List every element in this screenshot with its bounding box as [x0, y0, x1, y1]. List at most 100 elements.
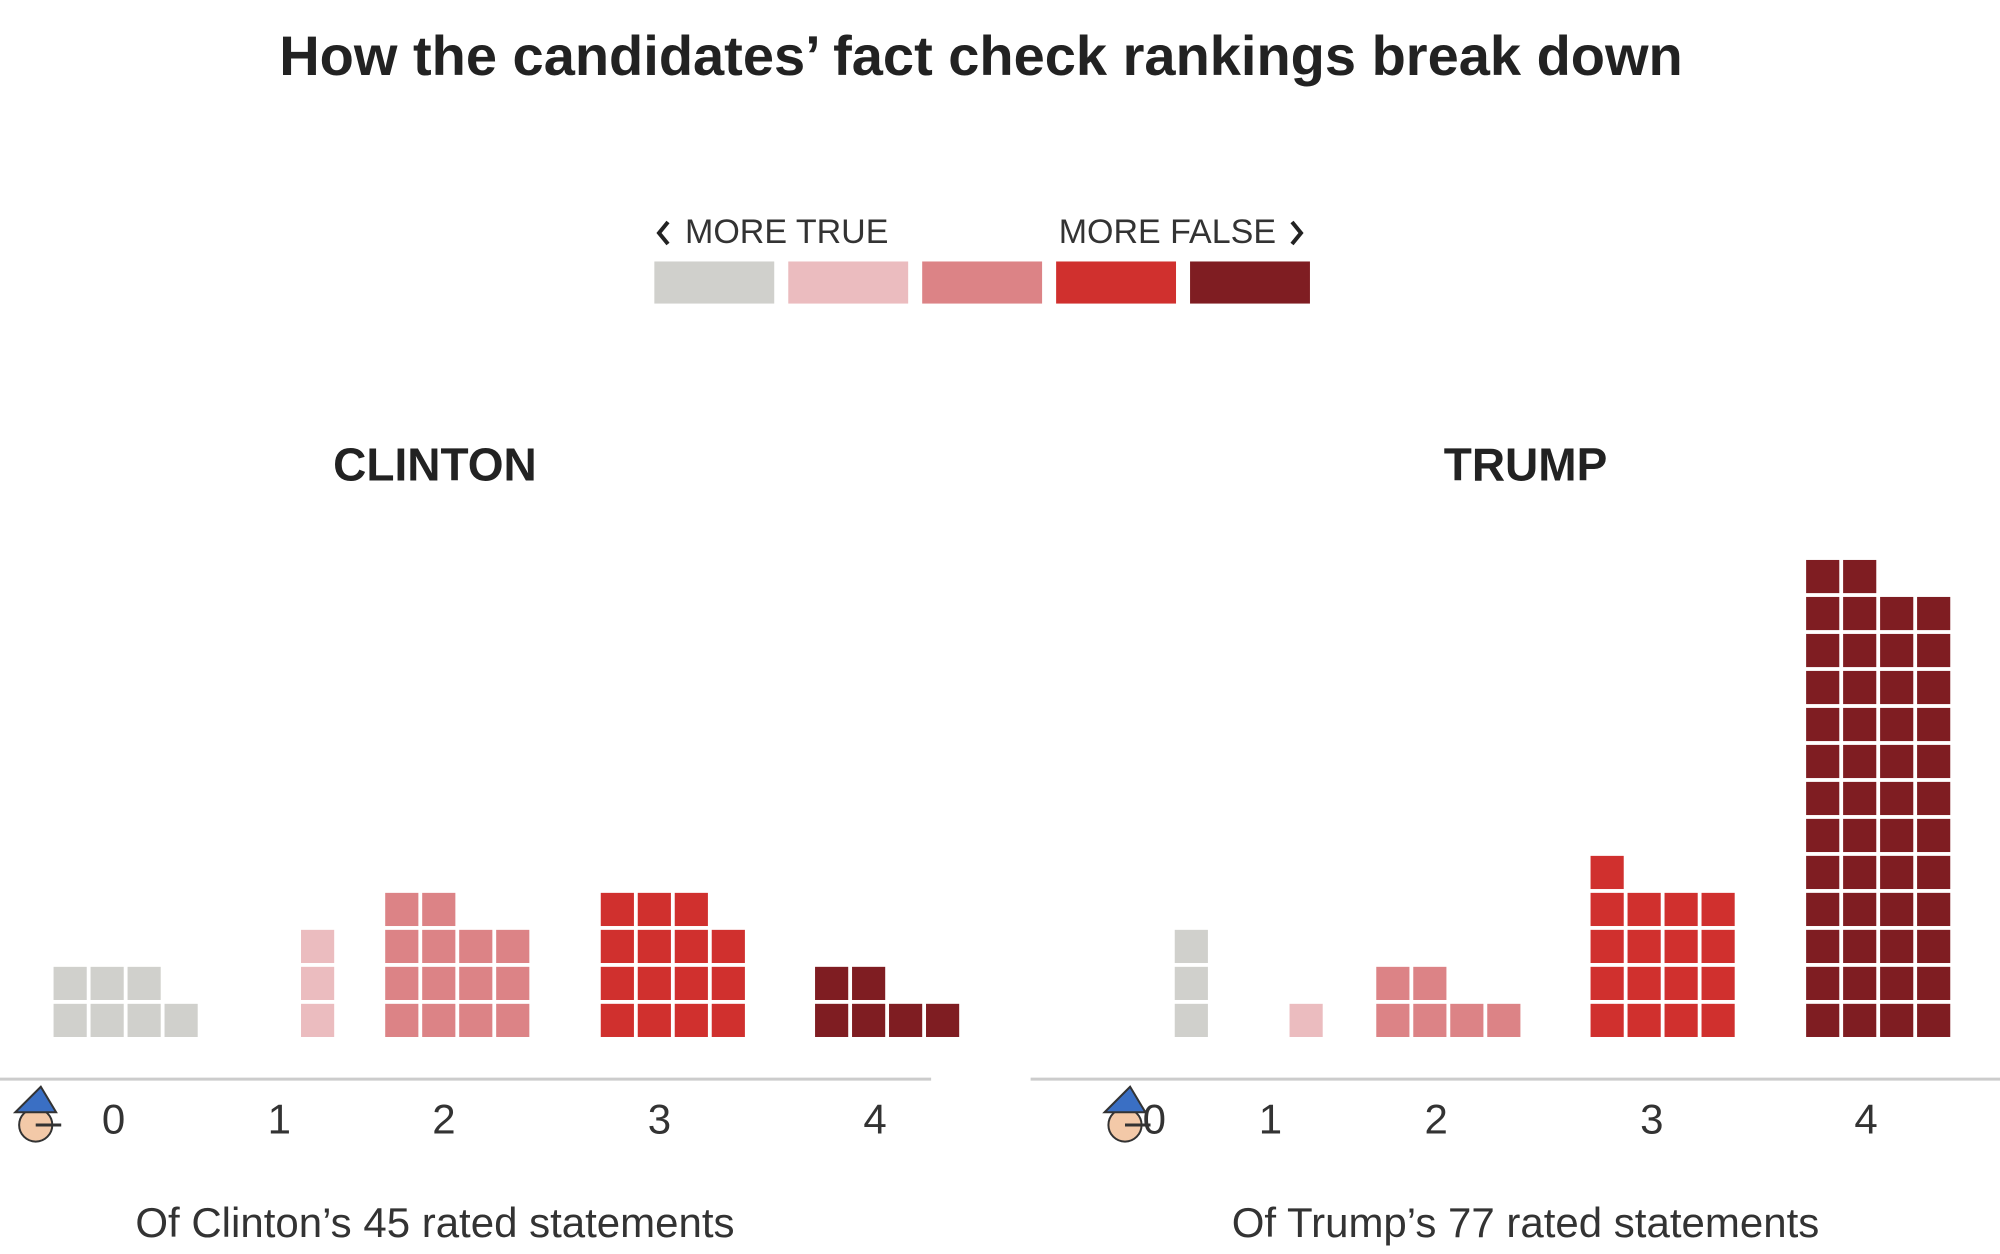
waffle-square	[1701, 1003, 1735, 1037]
waffle-square	[1806, 855, 1840, 890]
waffle-square	[600, 1003, 634, 1037]
waffle-square	[1917, 818, 1951, 853]
waffle-square	[1174, 966, 1208, 1000]
waffle-square	[164, 1003, 198, 1037]
legend-left: MORE TRUE	[685, 213, 888, 251]
waffle-square	[127, 966, 161, 1000]
waffle-square	[1880, 818, 1914, 853]
waffle-square	[674, 966, 708, 1000]
waffle-square	[1664, 1003, 1698, 1037]
x-tick-label: 1	[1259, 1096, 1282, 1143]
waffle-square	[1917, 596, 1951, 631]
waffle-square	[637, 1003, 671, 1037]
x-tick-label: 3	[648, 1096, 671, 1143]
waffle-square	[1590, 929, 1624, 964]
waffle-square	[1917, 929, 1951, 964]
waffle-square	[600, 929, 634, 964]
waffle-square	[1880, 855, 1914, 890]
waffle-square	[1843, 707, 1877, 742]
waffle-square	[852, 966, 886, 1000]
waffle-square	[459, 966, 493, 1000]
waffle-square	[1880, 929, 1914, 964]
waffle-square	[422, 1003, 456, 1037]
waffle-square	[926, 1003, 960, 1037]
legend-swatch	[922, 261, 1043, 304]
waffle-square	[600, 966, 634, 1000]
waffle-square	[1843, 744, 1877, 779]
panel-title: CLINTON	[333, 438, 537, 490]
waffle-square	[1627, 1003, 1661, 1037]
pinocchio-icon	[1102, 1085, 1151, 1143]
waffle-square	[1843, 1003, 1877, 1037]
waffle-square	[1627, 929, 1661, 964]
waffle-square	[674, 892, 708, 927]
waffle-square	[1289, 1003, 1323, 1037]
waffle-square	[1664, 929, 1698, 964]
waffle-square	[1590, 1003, 1624, 1037]
waffle-square	[637, 892, 671, 927]
x-tick-label: 4	[863, 1096, 886, 1143]
waffle-square	[600, 892, 634, 927]
waffle-square	[1843, 670, 1877, 705]
waffle-square	[1917, 966, 1951, 1000]
waffle-square	[1590, 855, 1624, 890]
legend-swatch	[1190, 261, 1310, 304]
waffle-square	[1413, 966, 1447, 1000]
waffle-square	[1880, 596, 1914, 631]
waffle-square	[1843, 781, 1877, 816]
icon-hat	[12, 1085, 58, 1114]
waffle-square	[1917, 781, 1951, 816]
arrow-right	[1290, 220, 1304, 246]
waffle-square	[1880, 1003, 1914, 1037]
waffle-square	[422, 929, 456, 964]
waffle-square	[459, 1003, 493, 1037]
panel-title: TRUMP	[1444, 438, 1608, 490]
waffle-square	[1806, 559, 1840, 594]
waffle-square	[1806, 596, 1840, 631]
icon-hat	[1102, 1085, 1148, 1114]
waffle-square	[889, 1003, 923, 1037]
waffle-square	[1487, 1003, 1521, 1037]
waffle-square	[637, 966, 671, 1000]
waffle-square	[1880, 744, 1914, 779]
waffle-square	[1376, 966, 1410, 1000]
waffle-square	[1664, 892, 1698, 927]
waffle-square	[1806, 929, 1840, 964]
waffle-square	[1664, 966, 1698, 1000]
waffle-square	[637, 929, 671, 964]
waffle-square	[1917, 855, 1951, 890]
waffle-square	[1806, 818, 1840, 853]
waffle-square	[1806, 707, 1840, 742]
waffle-square	[1806, 966, 1840, 1000]
waffle-square	[1843, 559, 1877, 594]
waffle-square	[1590, 966, 1624, 1000]
arrow-left	[656, 220, 670, 246]
waffle-square	[90, 966, 124, 1000]
waffle-square	[1843, 633, 1877, 668]
waffle-square	[1806, 633, 1840, 668]
waffle-square	[1880, 670, 1914, 705]
waffle-square	[711, 929, 745, 964]
waffle-square	[1917, 633, 1951, 668]
waffle-square	[1843, 966, 1877, 1000]
footnote: Of Clinton’s 45 rated statements	[135, 1199, 734, 1246]
x-tick-label: 2	[432, 1096, 455, 1143]
legend-right: MORE FALSE	[1059, 213, 1276, 251]
waffle-square	[1917, 892, 1951, 927]
waffle-square	[1413, 1003, 1447, 1037]
waffle-square	[53, 1003, 87, 1037]
waffle-square	[301, 929, 335, 964]
waffle-square	[1590, 892, 1624, 927]
legend-swatch	[788, 261, 909, 304]
waffle-square	[422, 892, 456, 927]
waffle-square	[127, 1003, 161, 1037]
waffle-square	[1843, 855, 1877, 890]
waffle-square	[53, 966, 87, 1000]
waffle-square	[1880, 633, 1914, 668]
waffle-square	[852, 1003, 886, 1037]
waffle-square	[301, 966, 335, 1000]
waffle-square	[422, 966, 456, 1000]
waffle-square	[1174, 1003, 1208, 1037]
waffle-square	[301, 1003, 335, 1037]
waffle-square	[1701, 966, 1735, 1000]
